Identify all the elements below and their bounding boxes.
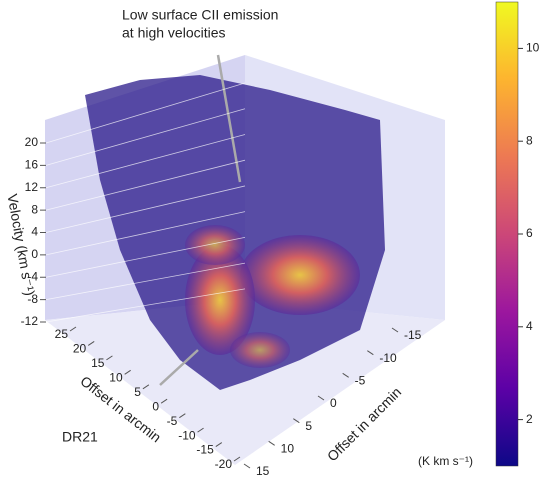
x-tick bbox=[106, 355, 113, 361]
annotation-line: at high velocities bbox=[122, 25, 226, 41]
x-tick bbox=[87, 341, 95, 346]
z-tick bbox=[317, 395, 325, 401]
z-tick-label: -5 bbox=[355, 374, 366, 388]
x-tick-label: 25 bbox=[55, 327, 69, 341]
z-tick bbox=[293, 418, 300, 424]
x-tick-label: -5 bbox=[167, 414, 178, 428]
z-tick-label: -10 bbox=[379, 351, 397, 365]
y-tick-label: 20 bbox=[25, 135, 39, 149]
colorbar-tick-label: 6 bbox=[526, 226, 533, 240]
z-tick-label: -15 bbox=[404, 328, 422, 342]
x-tick bbox=[215, 442, 223, 447]
x-tick bbox=[124, 369, 131, 375]
grid-line bbox=[45, 288, 246, 323]
x-tick-label: -10 bbox=[178, 428, 196, 442]
grid-line bbox=[45, 82, 246, 144]
y-tick-label: 0 bbox=[31, 247, 38, 261]
x-tick bbox=[197, 427, 204, 433]
colorbar-tick-label: 8 bbox=[526, 133, 533, 147]
annotation-line: Low surface CII emission bbox=[122, 7, 278, 23]
x-tick-label: 15 bbox=[91, 356, 105, 370]
floor bbox=[45, 300, 445, 465]
grid-line bbox=[45, 185, 246, 233]
z-tick bbox=[268, 440, 275, 446]
y-tick-label: -8 bbox=[27, 292, 38, 306]
y-tick-label: 16 bbox=[25, 158, 39, 172]
x-tick-label: 0 bbox=[152, 399, 159, 413]
emission-blob bbox=[240, 235, 360, 315]
z-tick bbox=[367, 350, 374, 356]
z-tick-label: 0 bbox=[330, 396, 337, 410]
emission-blob bbox=[185, 245, 255, 355]
grid-line bbox=[45, 159, 246, 211]
x-tick bbox=[179, 413, 186, 419]
colorbar-tick-label: 4 bbox=[526, 319, 533, 333]
x-tick bbox=[233, 456, 241, 462]
annotation-arrow bbox=[216, 54, 242, 183]
x-tick-label: 20 bbox=[73, 342, 87, 356]
grid-line bbox=[45, 236, 246, 278]
colorbar-label: (K km s⁻¹) bbox=[418, 454, 473, 468]
y-tick-label: -4 bbox=[27, 269, 38, 283]
x-tick bbox=[69, 326, 77, 332]
annotation-arrow bbox=[159, 349, 199, 386]
x-tick-label: 10 bbox=[109, 371, 123, 385]
colorbar-tick-label: 2 bbox=[526, 412, 533, 426]
grid-line bbox=[45, 211, 246, 256]
y-tick-label: 4 bbox=[31, 225, 38, 239]
volume bbox=[85, 75, 385, 390]
z-tick-label: 15 bbox=[256, 464, 270, 478]
x-tick-label: 5 bbox=[134, 385, 141, 399]
x-tick-label: -15 bbox=[196, 443, 214, 457]
y-tick-label: 12 bbox=[25, 180, 39, 194]
x-tick-label: -20 bbox=[215, 457, 233, 471]
y-tick-label: 8 bbox=[31, 202, 38, 216]
x-tick bbox=[142, 384, 150, 390]
y-tick-label: -12 bbox=[21, 314, 39, 328]
x-tick bbox=[160, 398, 168, 404]
emission-blob bbox=[185, 225, 245, 265]
z-tick-label: 10 bbox=[281, 442, 295, 456]
source-label: DR21 bbox=[62, 429, 98, 445]
z-tick-label: 5 bbox=[305, 419, 312, 433]
z-tick bbox=[243, 463, 251, 469]
colorbar-tick-label: 10 bbox=[526, 41, 539, 55]
grid-line bbox=[45, 108, 246, 166]
colorbar bbox=[495, 1, 519, 467]
grid-line bbox=[45, 134, 246, 189]
grid-line bbox=[45, 262, 246, 301]
emission-blob bbox=[230, 332, 290, 368]
z-tick bbox=[391, 327, 399, 333]
z-tick bbox=[342, 372, 349, 378]
